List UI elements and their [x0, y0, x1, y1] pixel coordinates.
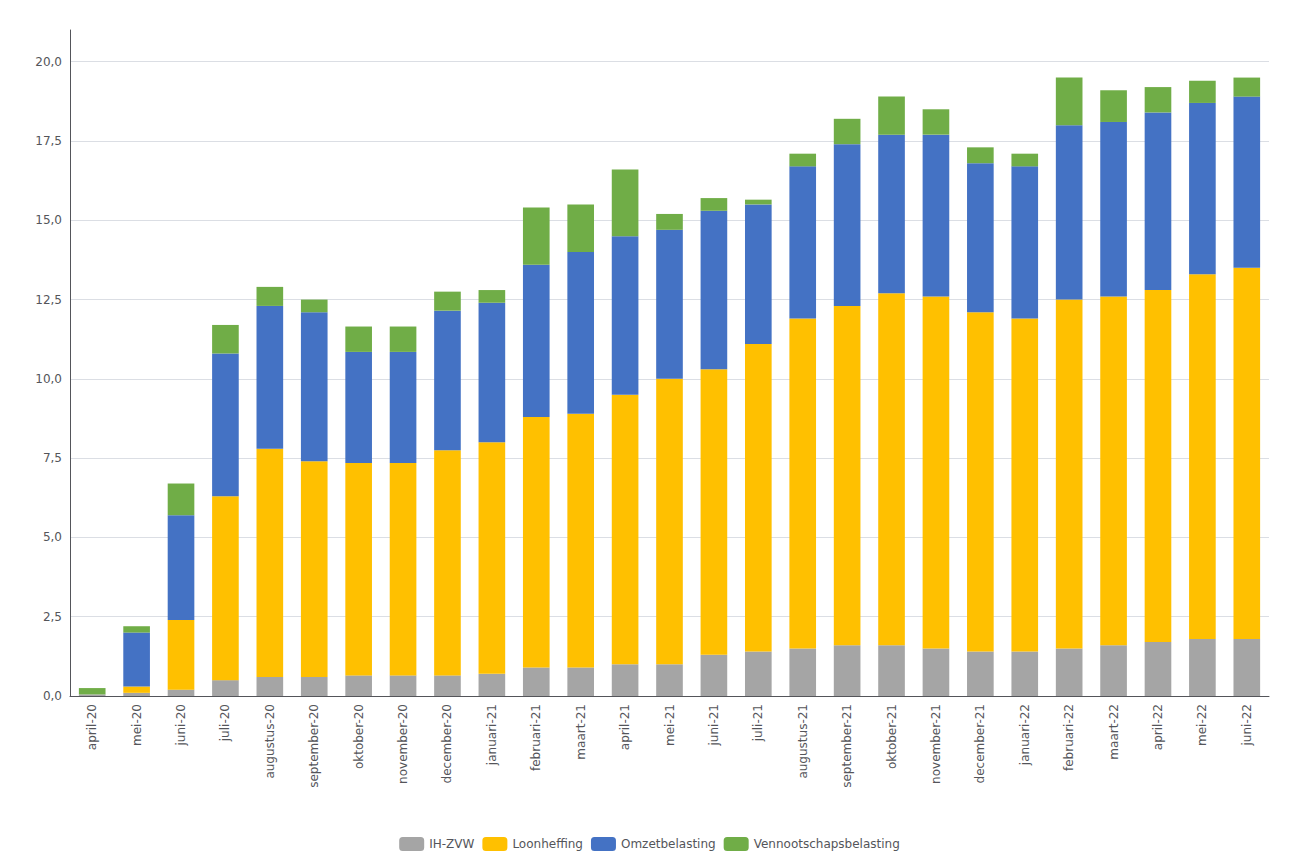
svg-text:mei-20: mei-20 — [130, 704, 144, 746]
svg-text:Loonheffing: Loonheffing — [512, 837, 583, 851]
svg-text:augustus-20: augustus-20 — [263, 704, 277, 779]
svg-text:12,5: 12,5 — [35, 293, 62, 307]
svg-text:december-21: december-21 — [973, 704, 987, 783]
svg-text:Vennootschapsbelasting: Vennootschapsbelasting — [754, 837, 900, 851]
svg-text:15,0: 15,0 — [35, 213, 62, 227]
svg-text:november-21: november-21 — [929, 704, 943, 784]
svg-text:20,0: 20,0 — [35, 55, 62, 69]
svg-text:november-20: november-20 — [396, 704, 410, 784]
svg-text:april-21: april-21 — [618, 704, 632, 750]
svg-text:september-21: september-21 — [840, 704, 854, 788]
svg-text:juni-20: juni-20 — [174, 704, 188, 746]
svg-text:17,5: 17,5 — [35, 134, 62, 148]
svg-text:mei-21: mei-21 — [663, 704, 677, 746]
svg-text:april-22: april-22 — [1151, 704, 1165, 750]
svg-text:juni-22: juni-22 — [1240, 704, 1254, 746]
svg-text:10,0: 10,0 — [35, 372, 62, 386]
svg-text:juli-21: juli-21 — [751, 704, 765, 742]
svg-text:maart-21: maart-21 — [574, 704, 588, 760]
svg-text:februari-21: februari-21 — [529, 704, 543, 771]
svg-text:2,5: 2,5 — [43, 610, 62, 624]
svg-text:5,0: 5,0 — [43, 530, 62, 544]
svg-text:oktober-21: oktober-21 — [885, 704, 899, 769]
svg-text:juni-21: juni-21 — [707, 704, 721, 746]
svg-text:IH-ZVW: IH-ZVW — [429, 837, 474, 851]
svg-text:Omzetbelasting: Omzetbelasting — [621, 837, 716, 851]
svg-text:januari-22: januari-22 — [1018, 704, 1032, 766]
svg-text:februari-22: februari-22 — [1062, 704, 1076, 771]
svg-text:april-20: april-20 — [85, 704, 99, 750]
svg-text:7,5: 7,5 — [43, 451, 62, 465]
svg-text:augustus-21: augustus-21 — [796, 704, 810, 779]
svg-text:december-20: december-20 — [440, 704, 454, 783]
svg-text:januari-21: januari-21 — [485, 704, 499, 766]
svg-text:juli-20: juli-20 — [218, 704, 232, 742]
svg-text:september-20: september-20 — [307, 704, 321, 788]
svg-text:oktober-20: oktober-20 — [352, 704, 366, 769]
svg-text:0,0: 0,0 — [43, 689, 62, 703]
svg-text:mei-22: mei-22 — [1195, 704, 1209, 746]
svg-text:maart-22: maart-22 — [1107, 704, 1121, 760]
